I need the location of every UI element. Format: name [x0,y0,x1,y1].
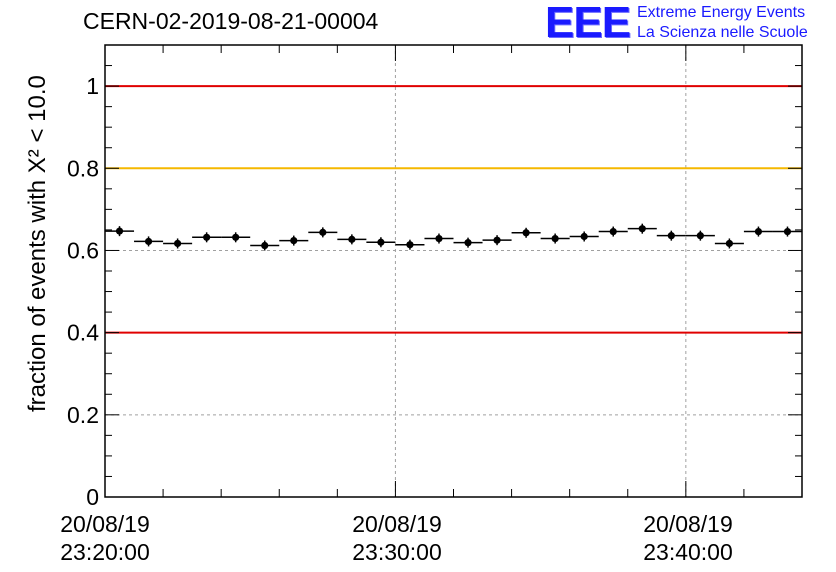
y-tick-label: 0.4 [67,320,99,346]
data-point [551,234,559,243]
data-point [464,239,472,247]
data-point [115,227,124,235]
data-point [667,232,675,240]
x-tick-label-2: 20/08/19 23:40:00 [643,511,733,565]
y-tick-label: 1 [86,73,99,99]
data-point [348,235,356,243]
data-point [319,228,327,236]
data-point [406,241,414,249]
data-point [580,232,588,241]
logo-text-line2: La Scienza nelle Scuole [637,24,808,41]
data-point [522,229,530,237]
data-point [638,225,646,233]
data-point [377,238,385,246]
data-point [435,234,443,243]
data-point [144,237,153,246]
data-point [232,233,240,241]
x-tick-label-1: 20/08/19 23:30:00 [352,511,442,565]
data-point [493,236,501,244]
y-tick-label: 0.6 [67,237,99,263]
data-point [696,232,704,240]
data-point [754,227,763,236]
y-tick-label: 0.8 [67,155,99,181]
data-point [783,227,792,236]
data-point [609,227,617,236]
data-point [174,239,182,248]
y-tick-label: 0.2 [67,402,99,428]
data-point [203,233,211,241]
data-point [290,236,298,245]
data-point [725,239,733,248]
chart-title: CERN-02-2019-08-21-00004 [83,8,379,34]
x-tick-label-0: 20/08/19 23:20:00 [60,511,150,565]
y-tick-label: 0 [86,484,99,510]
plot-frame [104,44,803,498]
eee-logo: EEE [545,0,631,47]
y-axis-label: fraction of events with X² < 10.0 [24,75,51,412]
data-point [261,241,269,250]
logo-text-line1: Extreme Energy Events [637,4,806,21]
